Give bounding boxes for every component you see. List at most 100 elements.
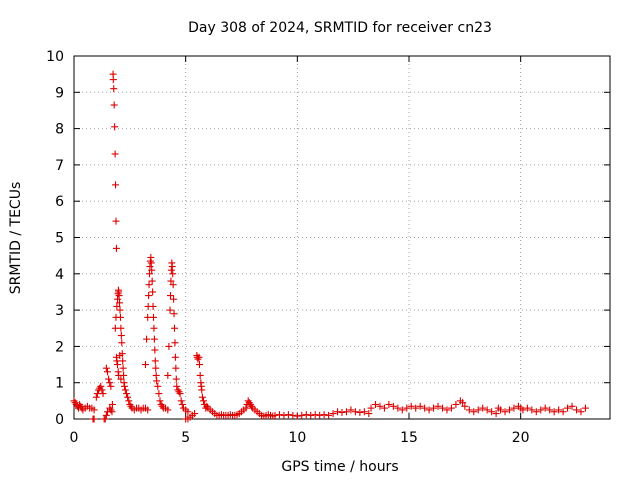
data-point <box>407 402 415 410</box>
data-point <box>376 402 384 410</box>
data-point <box>271 411 279 419</box>
y-tick-label: 9 <box>55 85 64 101</box>
data-point <box>416 402 424 410</box>
data-point <box>474 406 482 414</box>
data-point <box>171 324 178 332</box>
data-point <box>293 412 301 420</box>
data-point <box>148 266 156 274</box>
data-point <box>143 335 151 343</box>
data-point <box>191 410 199 418</box>
y-tick-label: 4 <box>55 267 64 283</box>
data-point <box>546 406 554 414</box>
data-point <box>119 364 127 372</box>
y-tick-label: 3 <box>55 303 64 319</box>
data-point <box>108 400 116 408</box>
data-point <box>92 393 100 401</box>
data-point <box>113 357 121 365</box>
data-point <box>167 277 175 285</box>
data-point <box>116 313 124 321</box>
data-point <box>112 181 120 189</box>
data-point <box>107 406 115 414</box>
data-point <box>492 410 500 418</box>
data-point <box>385 400 393 408</box>
data-point <box>111 123 119 131</box>
data-point <box>166 292 174 300</box>
data-point <box>242 404 250 412</box>
data-point <box>421 404 429 412</box>
data-point <box>501 408 509 416</box>
data-point <box>113 302 121 310</box>
data-point <box>112 217 120 225</box>
data-point <box>110 85 118 93</box>
data-point <box>200 397 208 405</box>
data-point <box>298 411 306 419</box>
data-point <box>149 288 157 296</box>
data-point <box>152 364 160 372</box>
data-point <box>116 351 124 359</box>
data-point <box>105 375 113 383</box>
data-point <box>172 375 180 383</box>
data-point <box>108 408 116 416</box>
data-point <box>573 406 580 414</box>
data-point <box>289 411 297 419</box>
data-point <box>121 386 129 394</box>
data-point <box>367 404 375 412</box>
data-point <box>447 404 455 412</box>
data-point <box>98 386 106 394</box>
data-point <box>154 382 162 390</box>
data-point <box>360 408 368 416</box>
data-point <box>541 404 549 412</box>
data-point <box>470 408 478 416</box>
y-tick-label: 10 <box>46 49 64 65</box>
data-point <box>537 406 545 414</box>
x-axis: 0 5 10 15 20 <box>70 56 530 446</box>
data-point <box>194 355 202 363</box>
data-point <box>150 324 158 332</box>
data-point <box>334 408 342 416</box>
data-point <box>149 302 157 310</box>
data-point <box>164 371 172 379</box>
data-point <box>90 415 98 423</box>
y-axis: 0 1 2 3 4 5 6 7 8 9 10 <box>46 49 610 428</box>
x-tick-label: 0 <box>70 430 79 446</box>
data-point <box>150 313 158 321</box>
data-point <box>559 408 567 416</box>
data-point <box>532 408 540 416</box>
data-point <box>307 411 315 419</box>
data-point <box>102 411 110 419</box>
data-point <box>153 377 161 385</box>
data-point <box>151 357 159 365</box>
data-point <box>155 390 163 398</box>
chart-title: Day 308 of 2024, SRMTID for receiver cn2… <box>188 20 492 36</box>
data-point <box>166 306 174 314</box>
data-point <box>483 406 491 414</box>
data-point <box>338 408 346 416</box>
x-tick-label: 5 <box>181 430 190 446</box>
data-point <box>479 404 487 412</box>
data-point <box>398 406 406 414</box>
data-point <box>111 150 119 158</box>
data-point <box>403 404 411 412</box>
data-point <box>342 408 350 416</box>
data-point <box>510 404 518 412</box>
data-point <box>150 335 158 343</box>
y-tick-label: 0 <box>55 412 64 428</box>
data-point <box>116 306 124 314</box>
data-point <box>196 361 204 369</box>
data-point <box>125 397 133 405</box>
data-point <box>465 406 473 414</box>
data-point <box>275 411 283 419</box>
x-tick-label: 15 <box>400 430 418 446</box>
data-point <box>347 406 355 414</box>
data-point <box>141 361 149 369</box>
data-point <box>90 406 98 414</box>
data-point <box>167 266 175 274</box>
data-point <box>425 406 433 414</box>
data-point <box>452 400 460 408</box>
data-point <box>104 368 111 376</box>
y-tick-label: 1 <box>55 376 64 392</box>
data-point <box>459 399 467 407</box>
data-point <box>122 390 130 398</box>
data-point <box>329 410 337 418</box>
